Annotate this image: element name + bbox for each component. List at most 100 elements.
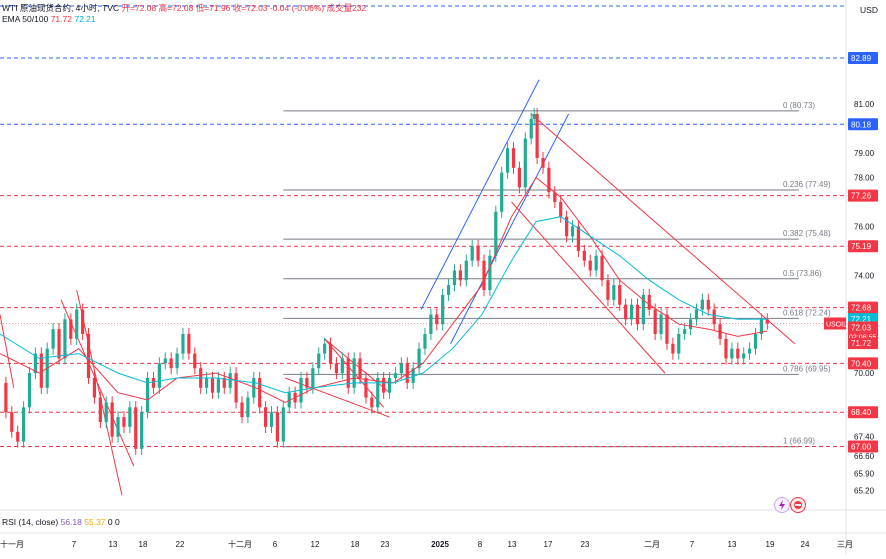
candle-body <box>641 294 645 325</box>
candle-body <box>110 402 114 437</box>
price-level-badge: 70.40 <box>848 357 878 370</box>
countdown-badge-text: 02:06:55 <box>849 334 876 341</box>
badge-bg <box>848 406 878 419</box>
price-level-badge: 75.19 <box>848 240 878 253</box>
rsi-value: 56.18 <box>60 517 82 527</box>
candle-body <box>464 260 468 281</box>
trend-line <box>60 299 135 467</box>
candle-body <box>169 358 173 369</box>
candle-body <box>535 114 539 158</box>
ema-fast-line <box>0 176 768 403</box>
price-tick-label: 65.90 <box>854 469 875 478</box>
candle-body <box>258 378 262 408</box>
flag-icon[interactable] <box>790 497 806 513</box>
trend-line <box>530 113 796 345</box>
candle-body <box>151 378 156 388</box>
candle-body <box>134 407 138 449</box>
candle-body <box>104 402 108 422</box>
candle-body <box>393 373 398 378</box>
time-tick-label: 十一月 <box>0 539 24 549</box>
time-tick-label: 12 <box>311 540 320 549</box>
time-tick-label: 23 <box>581 540 590 549</box>
candle-body <box>16 431 20 442</box>
candle-body <box>694 309 699 320</box>
time-tick-label: 22 <box>176 540 185 549</box>
candle-body <box>624 304 628 320</box>
candle-body <box>305 378 309 388</box>
candle-body <box>175 353 179 369</box>
trend-line <box>324 338 390 394</box>
price-tick-label: 74.00 <box>854 271 875 280</box>
ohlc-values: 开=72.08 高=72.08 低=71.96 收=72.03 -0.04 (-… <box>121 3 367 13</box>
candle-body <box>228 373 232 388</box>
badge-text: 68.40 <box>851 408 872 417</box>
candle-body <box>222 378 226 388</box>
price-tick-label: 65.20 <box>854 486 875 495</box>
candle-body <box>671 343 675 354</box>
candle-body <box>22 407 26 442</box>
candle-body <box>352 358 356 388</box>
currency-label[interactable]: USD <box>860 5 878 15</box>
candle-body <box>429 314 433 334</box>
candle-body <box>659 314 663 334</box>
candle-body <box>323 343 327 354</box>
candle-body <box>63 319 67 359</box>
time-tick-label: 8 <box>478 540 483 549</box>
rsi-ma-value: 55.37 <box>84 517 106 527</box>
candle-body <box>10 412 14 432</box>
candle-body <box>269 412 274 427</box>
candle-body <box>145 378 150 413</box>
fib-level-label: 0 (80.73) <box>783 101 815 110</box>
candle-body <box>441 294 445 325</box>
ema-slow-badge-text: 72.21 <box>851 315 872 324</box>
fib-level-label: 0.5 (73.86) <box>783 269 822 278</box>
time-tick-label: 13 <box>508 540 517 549</box>
candle-body <box>570 226 575 237</box>
candle-body <box>629 304 634 320</box>
candle-body <box>193 353 197 369</box>
candle-body <box>405 363 409 383</box>
candle-body <box>382 378 386 393</box>
candle-body <box>163 358 167 364</box>
candle-body <box>340 358 344 374</box>
lightning-icon[interactable] <box>774 497 790 513</box>
candle-body <box>116 417 120 437</box>
price-level-badge: 72.68 <box>848 301 878 314</box>
candle-body <box>612 285 616 300</box>
ema-label[interactable]: EMA 50/100 <box>2 14 49 24</box>
candle-body <box>635 304 640 325</box>
ema-slow-badge-bg <box>848 313 878 325</box>
candle-body <box>252 378 256 398</box>
candle-body <box>234 373 238 403</box>
candle-body <box>417 348 421 369</box>
candle-body <box>523 138 527 188</box>
price-level-badge: 68.40 <box>848 406 878 419</box>
rsi-label[interactable]: RSI (14, close) <box>2 517 59 527</box>
trend-line <box>76 289 123 496</box>
time-tick-label: 23 <box>381 540 390 549</box>
candle-body <box>452 270 457 286</box>
ema-slow-line <box>0 216 768 394</box>
candle-body <box>458 270 462 281</box>
rsi-extra-2: 0 <box>115 517 120 527</box>
candle-body <box>92 378 97 398</box>
ema-value-1: 71.72 <box>50 14 72 24</box>
price-tick-label: 70.00 <box>854 369 875 378</box>
price-level-badge: 67.00 <box>848 440 878 453</box>
time-tick-label: 三月 <box>837 540 853 549</box>
candle-body <box>204 378 209 388</box>
candle-body <box>576 226 581 251</box>
candle-body <box>4 382 8 413</box>
candle-body <box>606 280 610 300</box>
candle-body <box>122 417 126 427</box>
candle-body <box>334 363 339 374</box>
candle-body <box>364 378 368 398</box>
candle-body <box>529 118 533 139</box>
candle-body <box>594 255 598 271</box>
candle-body <box>358 358 362 378</box>
candle-body <box>240 402 244 418</box>
badge-text: 75.19 <box>851 242 872 251</box>
candle-body <box>541 158 545 168</box>
